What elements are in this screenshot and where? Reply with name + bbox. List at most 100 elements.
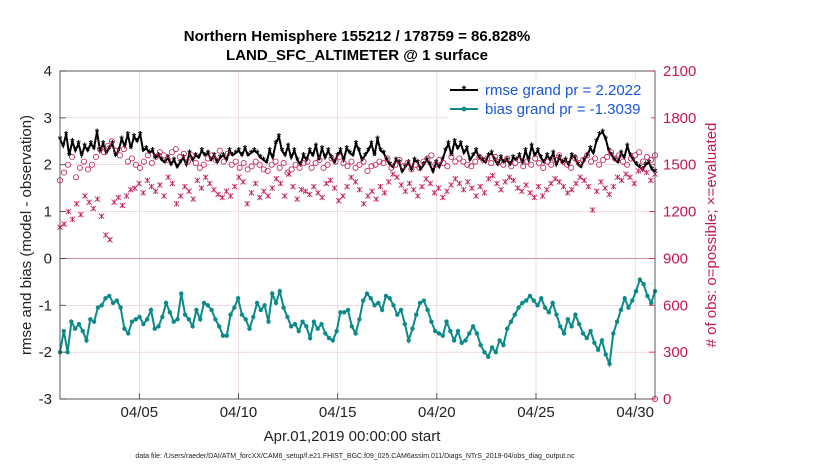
possible-obs-marker: [416, 164, 423, 171]
rmse-point: *: [129, 143, 134, 155]
evaluated-obs-marker: [552, 175, 559, 182]
rmse-point: *: [443, 146, 448, 158]
rmse-point: *: [227, 146, 232, 158]
rmse-point: *: [585, 150, 590, 162]
y-axis-label: rmse and bias (model - observation): [18, 115, 35, 355]
rmse-point: *: [378, 146, 383, 158]
possible-obs-marker: [312, 160, 319, 167]
bias-point: [633, 289, 639, 294]
evaluated-obs-marker: [410, 186, 417, 193]
rmse-point: *: [607, 146, 612, 158]
possible-obs-marker: [424, 155, 431, 162]
bias-point: [76, 321, 82, 327]
rmse-point: *: [237, 146, 242, 158]
rmse-point: *: [604, 134, 609, 146]
bias-point: [603, 352, 608, 357]
evaluated-obs-marker: [127, 186, 134, 193]
possible-obs-marker: [272, 158, 279, 165]
possible-obs-marker: [520, 163, 527, 170]
evaluated-obs-marker: [348, 174, 355, 181]
rmse-point: *: [215, 157, 220, 169]
bias-point: [182, 312, 188, 317]
evaluated-obs-marker: [344, 183, 350, 190]
evaluated-obs-marker: [190, 196, 197, 202]
bias-point: [304, 324, 309, 329]
rmse-point: *: [600, 127, 605, 139]
possible-obs-marker: [392, 161, 399, 168]
rmse-point: *: [110, 139, 115, 151]
possible-obs-marker: [76, 164, 83, 171]
bias-point: [345, 307, 351, 313]
possible-obs-marker: [108, 138, 115, 145]
possible-obs-marker: [72, 174, 79, 181]
bias-point: [209, 307, 214, 313]
rmse-point: *: [92, 143, 97, 155]
evaluated-obs-marker: [539, 193, 546, 199]
rmse-point: *: [647, 157, 652, 169]
possible-obs-marker: [160, 152, 167, 159]
y-right-tick-label: 900: [663, 250, 688, 267]
possible-obs-marker: [256, 161, 263, 168]
possible-obs-marker: [336, 153, 343, 160]
possible-obs-marker: [88, 161, 95, 168]
bias-point: [258, 307, 264, 313]
evaluated-obs-marker: [527, 189, 534, 196]
possible-obs-marker: [620, 158, 627, 165]
rmse-point: *: [120, 134, 125, 146]
rmse-point: *: [526, 155, 531, 167]
possible-obs-marker: [632, 152, 639, 159]
possible-obs-marker: [496, 158, 503, 165]
evaluated-obs-marker: [593, 188, 600, 195]
evaluated-obs-marker: [327, 177, 334, 184]
chart-subtitle: LAND_SFC_ALTIMETER @ 1 surface: [226, 47, 488, 64]
rmse-point: *: [394, 155, 399, 167]
bias-point: [614, 319, 620, 324]
evaluated-obs-marker: [340, 193, 346, 199]
possible-obs-marker: [456, 155, 463, 162]
rmse-point: *: [308, 146, 313, 158]
possible-obs-marker: [236, 164, 243, 171]
rmse-point: *: [113, 150, 118, 162]
bias-point: [103, 296, 108, 301]
evaluated-obs-marker: [211, 186, 217, 193]
rmse-point: *: [64, 129, 69, 141]
y-tick-label: 1: [44, 204, 52, 221]
bias-point: [630, 298, 635, 303]
bias-point: [550, 300, 555, 306]
possible-obs-marker: [196, 164, 203, 171]
possible-obs-marker: [140, 158, 147, 165]
rmse-point: *: [209, 155, 214, 167]
rmse-point: *: [431, 167, 436, 179]
possible-obs-marker: [448, 153, 455, 160]
possible-obs-marker: [188, 152, 195, 159]
evaluated-obs-marker: [107, 236, 113, 243]
possible-obs-marker: [212, 157, 219, 164]
bias-point: [152, 326, 157, 331]
possible-obs-marker: [380, 160, 387, 167]
bias-point: [444, 319, 449, 324]
possible-obs-marker: [296, 164, 303, 171]
bias-point: [220, 333, 226, 338]
possible-obs-marker: [316, 157, 323, 164]
rmse-point: *: [338, 146, 343, 158]
evaluated-obs-marker: [177, 193, 184, 199]
rmse-point: *: [144, 143, 149, 155]
evaluated-obs-marker: [186, 188, 192, 195]
possible-obs-marker: [224, 150, 231, 157]
evaluated-obs-marker: [452, 175, 459, 182]
rmse-point: *: [231, 150, 236, 162]
evaluated-obs-marker: [194, 177, 201, 184]
bias-point: [391, 303, 396, 308]
possible-obs-marker: [616, 152, 623, 159]
evaluated-obs-marker: [223, 188, 230, 195]
y-right-tick-label: 1200: [663, 204, 696, 221]
possible-obs-marker: [536, 160, 543, 167]
evaluated-obs-marker: [564, 189, 571, 196]
evaluated-obs-marker: [581, 177, 588, 184]
possible-obs-marker: [276, 164, 283, 171]
bias-point: [611, 331, 616, 336]
bias-point: [402, 321, 408, 327]
bias-point: [315, 326, 320, 331]
possible-obs-marker: [608, 149, 615, 156]
bias-point: [395, 312, 400, 317]
